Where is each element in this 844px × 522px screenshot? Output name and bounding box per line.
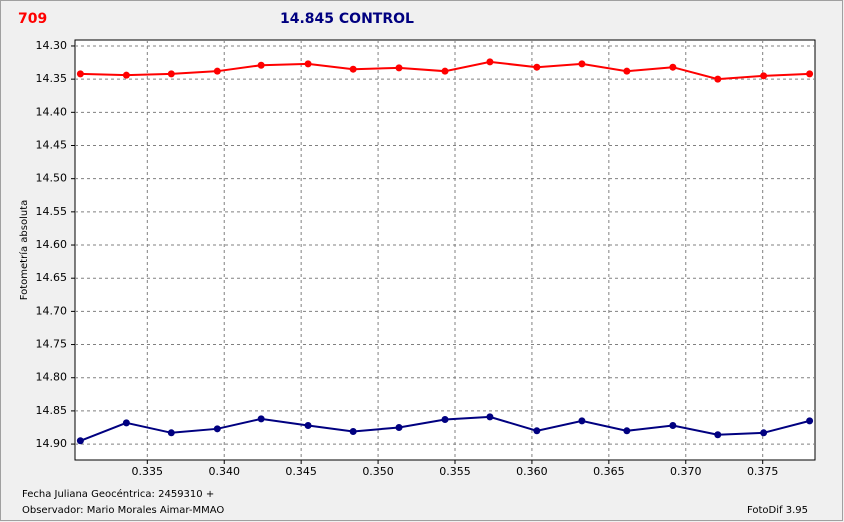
y-tick-label: 14.65 [36, 271, 68, 284]
y-tick-label: 14.40 [36, 105, 68, 118]
data-point [760, 72, 768, 80]
y-tick-label: 14.35 [36, 72, 68, 85]
data-point [669, 421, 677, 429]
data-point [806, 70, 814, 78]
y-axis-label: Fotometría absoluta [18, 200, 30, 301]
x-tick-label: 0.355 [439, 465, 471, 478]
y-tick-label: 14.50 [36, 172, 68, 185]
y-tick-label: 14.70 [36, 304, 68, 317]
data-point [257, 415, 265, 423]
y-tick-label: 14.60 [36, 238, 68, 251]
footer-date: Fecha Juliana Geocéntrica: 2459310 + [22, 488, 214, 500]
series-label: 14.845 CONTROL [280, 11, 414, 27]
y-tick-label: 14.90 [36, 437, 68, 450]
plot-area [74, 39, 816, 461]
x-tick-label: 0.335 [132, 465, 164, 478]
footer-observer: Observador: Mario Morales Aimar-MMAO [22, 505, 224, 516]
data-point [578, 60, 586, 68]
data-point [76, 70, 84, 78]
data-point [76, 437, 84, 445]
data-point [167, 70, 175, 78]
data-point [806, 417, 814, 425]
data-point [623, 67, 631, 75]
series-label: 709 [18, 11, 47, 27]
y-tick-label: 14.75 [36, 338, 68, 351]
y-tick-label: 14.80 [36, 371, 68, 384]
data-point [213, 67, 221, 75]
y-tick-label: 14.30 [36, 39, 68, 52]
data-point [714, 431, 722, 439]
data-point [122, 71, 130, 79]
x-tick-label: 0.375 [747, 465, 779, 478]
x-tick-label: 0.350 [362, 465, 394, 478]
data-point [441, 67, 449, 75]
data-point [760, 429, 768, 437]
data-point [257, 61, 265, 69]
data-point [304, 421, 312, 429]
data-point [304, 60, 312, 68]
data-point [395, 64, 403, 72]
data-point [533, 427, 541, 435]
y-tick-label: 14.45 [36, 138, 68, 151]
data-point [349, 427, 357, 435]
x-tick-label: 0.340 [208, 465, 240, 478]
x-tick-label: 0.345 [285, 465, 317, 478]
data-point [349, 65, 357, 73]
data-point [486, 413, 494, 421]
footer-software: FotoDif 3.95 [747, 505, 808, 516]
data-point [441, 416, 449, 424]
x-tick-label: 0.360 [516, 465, 548, 478]
data-point [122, 419, 130, 427]
data-point [714, 75, 722, 83]
data-point [669, 63, 677, 71]
data-point [578, 417, 586, 425]
data-point [395, 423, 403, 431]
data-point [533, 63, 541, 71]
x-tick-label: 0.365 [593, 465, 625, 478]
data-point [623, 427, 631, 435]
y-tick-label: 14.85 [36, 404, 68, 417]
y-tick-label: 14.55 [36, 205, 68, 218]
data-point [167, 429, 175, 437]
data-point [213, 425, 221, 433]
x-tick-label: 0.370 [670, 465, 702, 478]
data-point [486, 58, 494, 66]
